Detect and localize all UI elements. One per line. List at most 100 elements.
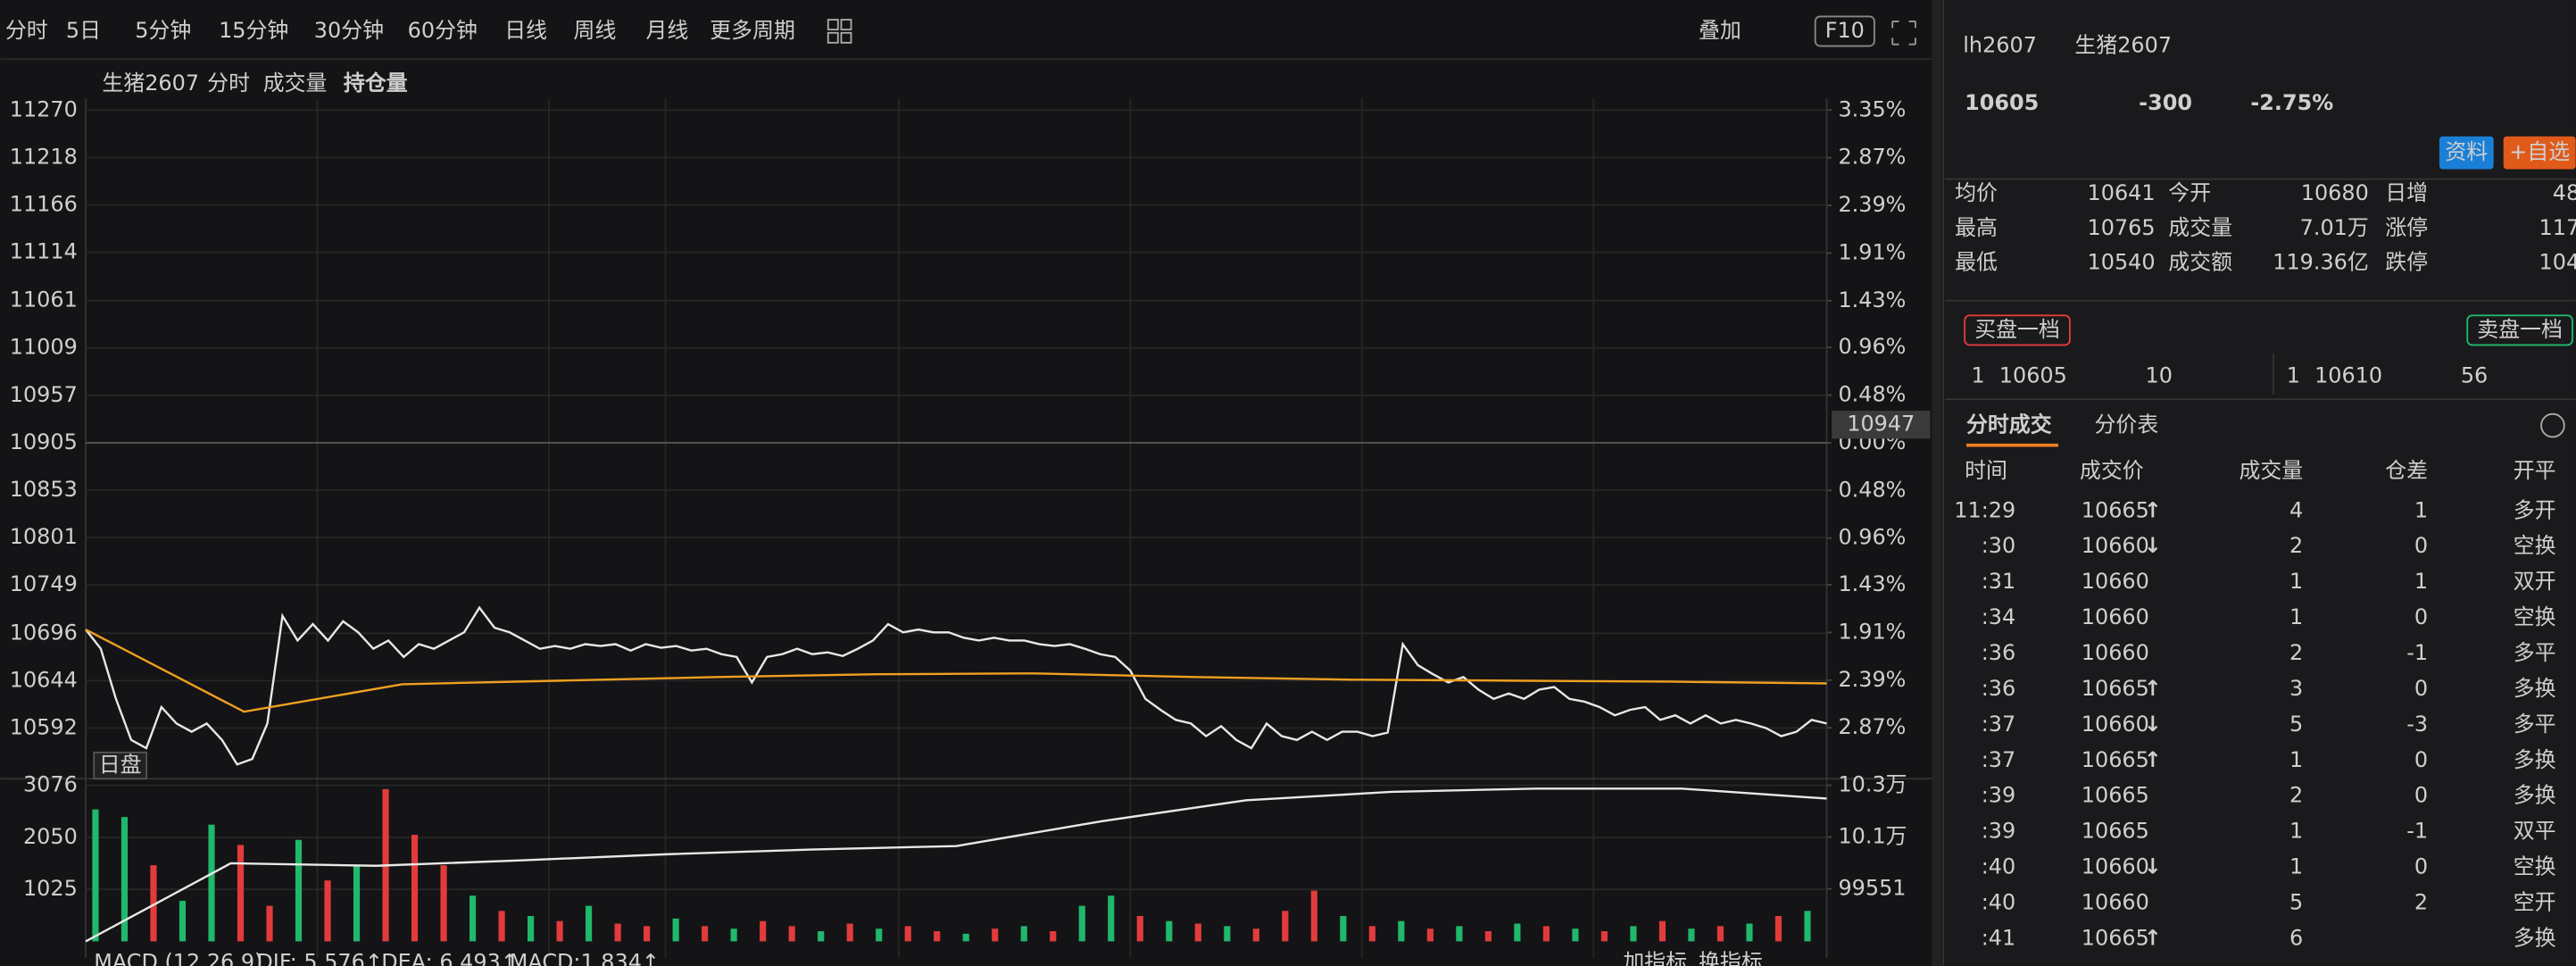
volume-bar [295,839,303,942]
y2-tick-label: 1.91% [1838,619,1906,644]
info-button[interactable] [2439,136,2494,170]
trade-tab[interactable]: 分价表 [2095,412,2159,437]
volume-bar [1746,923,1753,942]
volume-bar [730,929,737,942]
volume-bar [1108,895,1115,942]
period-tab[interactable]: 15分钟 [219,18,288,43]
stat-value: 10450 [2539,249,2576,274]
volume-bar [818,931,825,942]
trade-arrow: ↑ [2144,747,2162,772]
trade-volume: 1 [2289,819,2303,844]
more-icon[interactable] [2540,412,2565,438]
volume-bar [324,880,331,942]
hover-price-box [1832,411,1931,439]
hover-price: 10947 [1847,412,1915,437]
fullscreen-icon[interactable] [1891,21,1916,46]
trade-volume: 6 [2289,925,2303,950]
volume-bar [1456,926,1463,942]
y-tick-label: 10696 [10,620,78,645]
table-header: 成交量 [2239,458,2303,483]
table-header: 开平 [2514,458,2556,483]
switch-indicator[interactable]: 换指标 [1699,949,1763,966]
contract-name: 生猪2607 [2074,33,2172,58]
chart-tab[interactable]: 持仓量 [344,71,408,96]
trade-type: 空换 [2514,604,2556,629]
volume-bar [150,865,157,942]
ask-cell: 56 [2461,362,2488,387]
y-tick-label: 11061 [10,287,78,312]
y-tick-label: 1025 [23,876,78,901]
stat-value: 7.01万 [2300,215,2369,240]
overlay-button[interactable]: 叠加 [1699,18,1741,43]
y-tick-label: 10592 [10,714,78,739]
volume-bar [644,926,651,942]
watch-button[interactable] [2503,136,2576,170]
y2-tick-label: 0.96% [1838,525,1906,550]
trade-price: 10660 [2082,640,2149,665]
volume-bar [1658,920,1666,942]
period-tab[interactable]: 5日 [66,18,101,43]
trade-type: 双开 [2514,569,2556,594]
period-tab[interactable]: 5分钟 [135,18,191,43]
trade-type: 多平 [2514,712,2556,737]
y2-tick-label: 10.3万 [1838,772,1907,797]
period-tab[interactable]: 60分钟 [408,18,478,43]
info-button-label[interactable]: 资料 [2445,139,2488,164]
volume-bar [788,926,795,942]
y2-tick-label: 10.1万 [1838,824,1907,849]
volume-bar [237,845,245,942]
stat-value: 10765 [2088,215,2156,240]
period-tab[interactable]: 分时 [5,18,48,43]
trade-time: :39 [1982,819,2015,844]
volume-bar [411,835,419,942]
trade-tab[interactable]: 分时成交 [1966,412,2052,437]
chart-tab[interactable]: 成交量 [263,71,328,96]
y-tick-label: 11270 [10,96,78,121]
volume-bar [92,809,99,942]
trade-time: :40 [1982,854,2015,879]
y-tick-label: 2050 [23,824,78,849]
f10-button[interactable] [1814,15,1875,47]
volume-bar [1630,926,1637,942]
stat-label: 涨停 [2385,215,2428,240]
trade-volume: 3 [2289,676,2303,701]
grid-icon[interactable] [827,19,852,44]
f10-label[interactable]: F10 [1825,18,1865,43]
chart-tab[interactable]: 生猪2607 [102,71,199,96]
y-tick-label: 11114 [10,239,78,264]
indicator-name: MACD (12,26,9) [94,949,262,966]
session-box [93,751,148,780]
period-tab[interactable]: 更多周期 [710,18,795,43]
volume-bar [1050,931,1057,942]
scrollbar [1932,0,1942,966]
stat-value: 10641 [2088,180,2156,205]
price-change: -300 [2139,90,2192,115]
volume-bar [208,824,215,942]
trade-type: 多换 [2514,783,2556,808]
trade-arrow: ↑ [2144,925,2162,950]
add-indicator[interactable]: 加指标 [1623,949,1687,966]
trade-price: 10665 [2082,676,2149,701]
price-line [85,629,1827,713]
trade-diff: 1 [2414,497,2428,522]
volume-bar [528,915,535,942]
trade-diff: 0 [2414,533,2428,558]
stat-label: 成交额 [2168,249,2232,274]
volume-bar [1484,931,1492,942]
trade-diff: -1 [2406,640,2428,665]
period-tab[interactable]: 30分钟 [314,18,384,43]
trade-time: :37 [1982,712,2015,737]
volume-bar [702,926,709,942]
price-line [85,605,1827,766]
period-tab[interactable]: 月线 [646,18,689,43]
volume-bar [353,865,361,942]
period-tab[interactable]: 周线 [574,18,617,43]
period-tab[interactable]: 日线 [504,18,547,43]
y2-tick-label: 3.35% [1838,96,1906,121]
watch-button-label[interactable]: +自选 [2509,139,2570,164]
trade-diff: 0 [2414,783,2428,808]
y-tick-label: 10905 [10,429,78,454]
chart-tab[interactable]: 分时 [207,71,250,96]
ask-title-box [2466,314,2573,346]
